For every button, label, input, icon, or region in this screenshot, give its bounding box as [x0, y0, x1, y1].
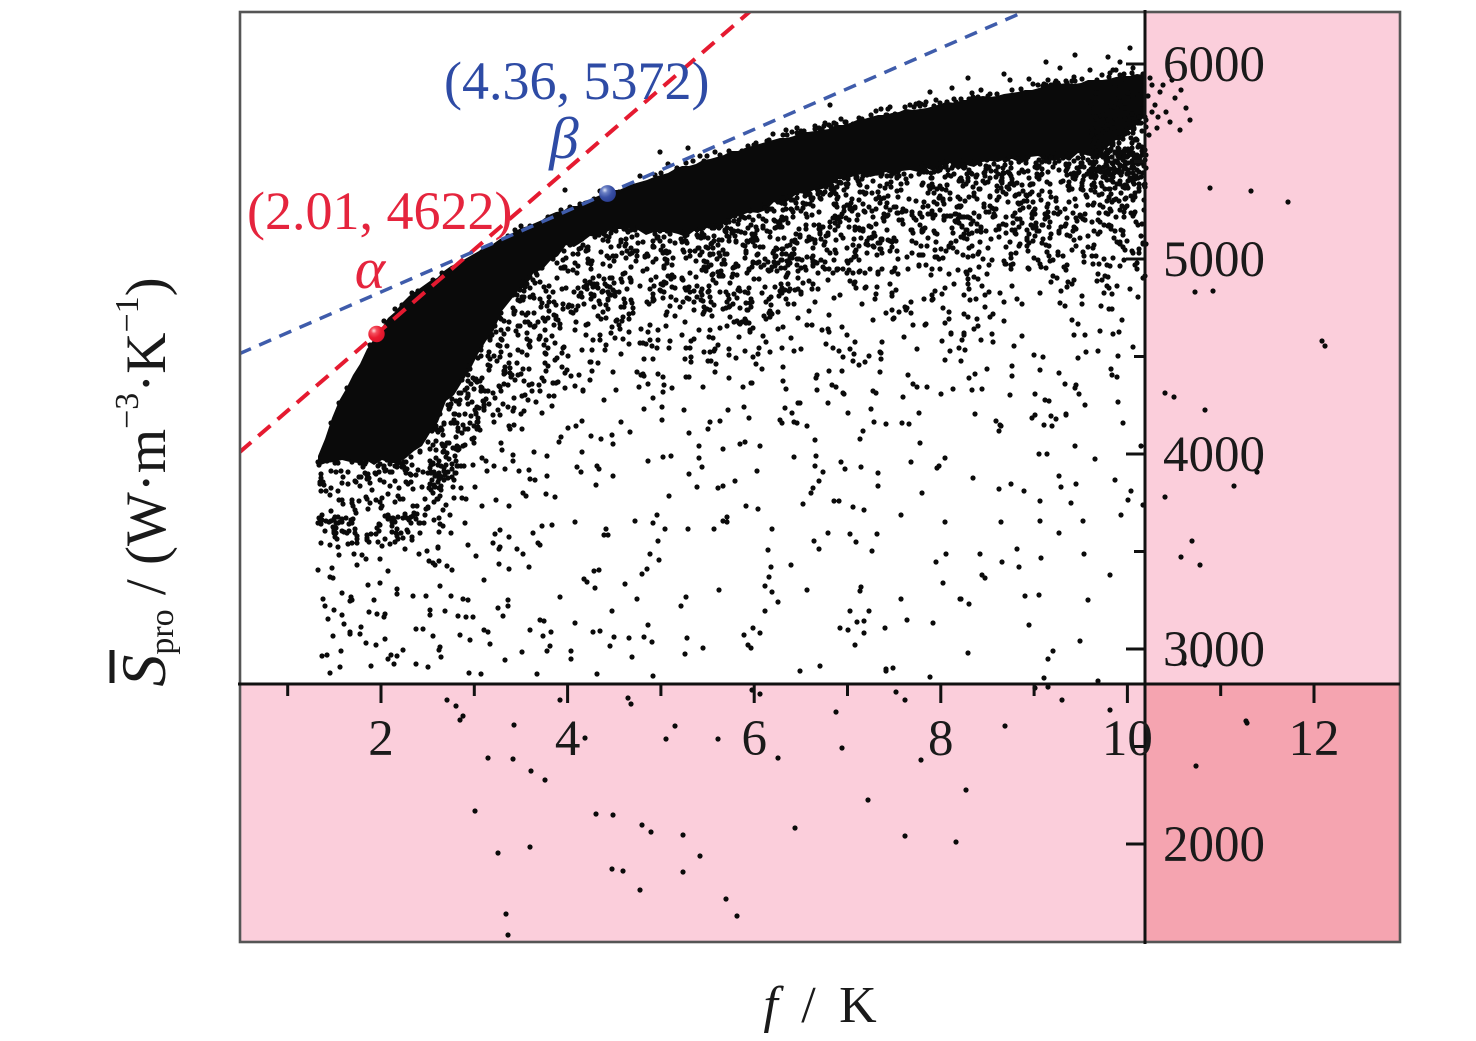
svg-text:3000: 3000: [1163, 622, 1265, 678]
svg-text:β: β: [548, 105, 579, 171]
svg-text:5000: 5000: [1163, 232, 1265, 288]
svg-text:Spro / (W·m−3·K−1): Spro / (W·m−3·K−1): [108, 277, 181, 686]
svg-text:(2.01, 4622): (2.01, 4622): [247, 181, 512, 241]
svg-text:2000: 2000: [1163, 817, 1265, 873]
svg-text:4000: 4000: [1163, 427, 1265, 483]
svg-text:4: 4: [555, 711, 581, 767]
svg-text:(4.36, 5372): (4.36, 5372): [444, 51, 709, 111]
svg-text:6: 6: [741, 711, 767, 767]
svg-text:8: 8: [928, 711, 954, 767]
svg-text:2: 2: [368, 711, 394, 767]
svg-text:6000: 6000: [1163, 37, 1265, 93]
svg-text:10: 10: [1102, 711, 1153, 767]
svg-text:12: 12: [1289, 711, 1340, 767]
svg-text:α: α: [355, 236, 387, 301]
svg-text:f / K: f / K: [763, 977, 877, 1034]
